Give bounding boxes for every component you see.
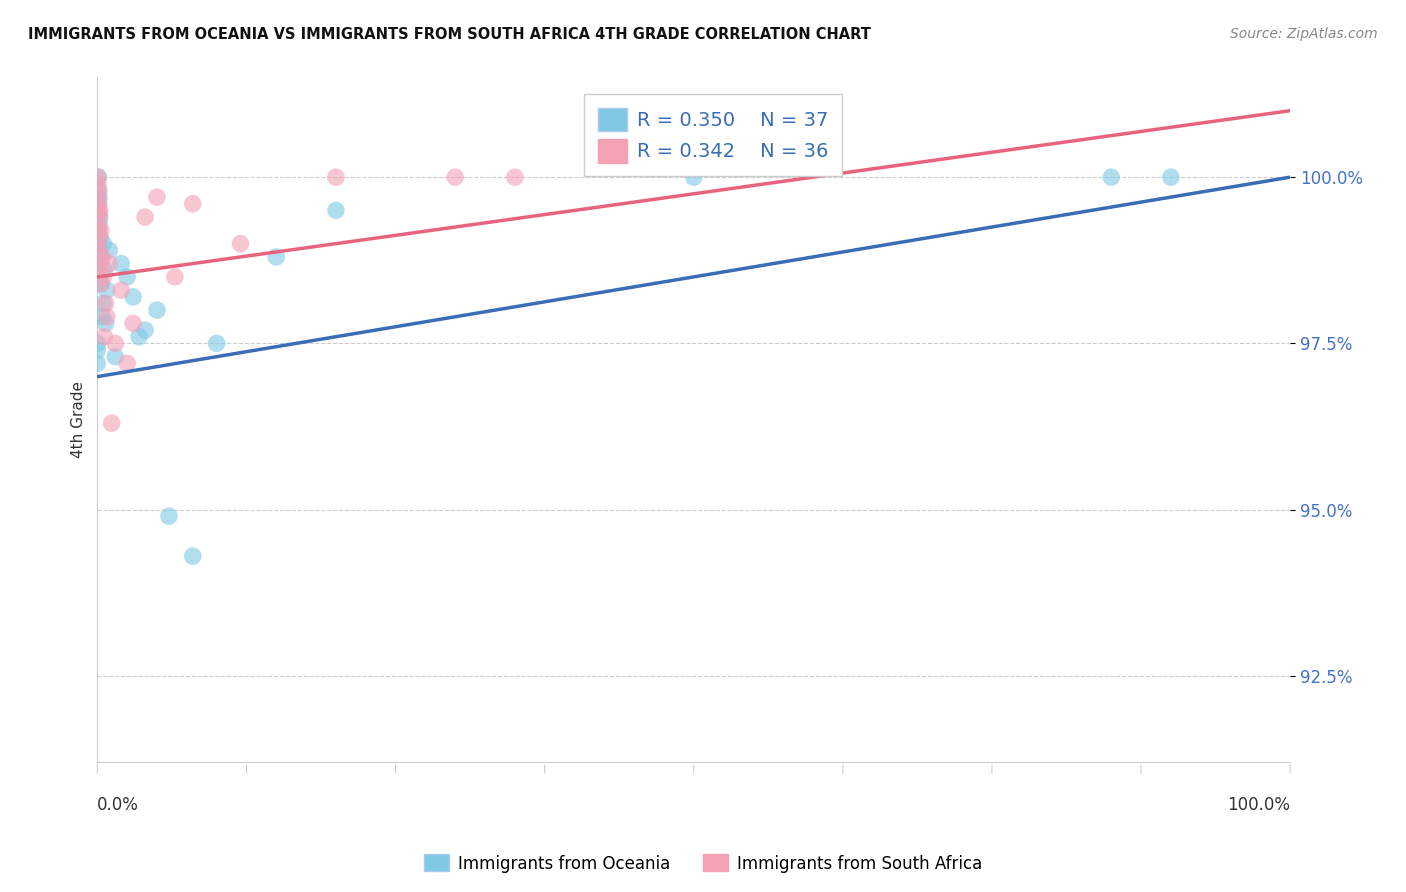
Point <box>89 230 111 244</box>
Point <box>89 244 111 258</box>
Point <box>163 269 186 284</box>
Y-axis label: 4th Grade: 4th Grade <box>72 381 86 458</box>
Point <box>86 236 108 251</box>
Point <box>89 190 111 204</box>
Point <box>128 329 150 343</box>
Point <box>94 317 117 331</box>
Point <box>87 223 110 237</box>
Point <box>87 177 110 191</box>
Point <box>110 257 132 271</box>
Point <box>503 170 526 185</box>
Point <box>87 184 110 198</box>
Point <box>96 310 118 324</box>
Point <box>91 250 114 264</box>
Point <box>89 203 111 218</box>
Text: 100.0%: 100.0% <box>1227 797 1291 814</box>
Point <box>157 509 180 524</box>
Point <box>104 336 127 351</box>
Point <box>91 236 114 251</box>
Point <box>181 196 204 211</box>
Point <box>89 230 111 244</box>
Point <box>146 303 169 318</box>
Point <box>122 290 145 304</box>
Point <box>1160 170 1182 185</box>
Point <box>98 244 121 258</box>
Point <box>91 310 114 324</box>
Point <box>90 277 112 291</box>
Point <box>325 203 347 218</box>
Point <box>115 269 138 284</box>
Point <box>93 329 115 343</box>
Point <box>96 283 118 297</box>
Point <box>90 223 112 237</box>
Point <box>91 296 114 310</box>
Point <box>87 184 110 198</box>
Point <box>86 263 108 277</box>
Point <box>87 196 110 211</box>
Point <box>93 263 115 277</box>
Point <box>87 170 110 185</box>
Point <box>104 350 127 364</box>
Point <box>89 210 111 224</box>
Point <box>86 356 108 370</box>
Point <box>205 336 228 351</box>
Point <box>1099 170 1122 185</box>
Point <box>86 343 108 357</box>
Point <box>89 210 111 224</box>
Point <box>87 203 110 218</box>
Point <box>181 549 204 563</box>
Point <box>229 236 252 251</box>
Point <box>134 210 156 224</box>
Point <box>87 203 110 218</box>
Text: IMMIGRANTS FROM OCEANIA VS IMMIGRANTS FROM SOUTH AFRICA 4TH GRADE CORRELATION CH: IMMIGRANTS FROM OCEANIA VS IMMIGRANTS FR… <box>28 27 870 42</box>
Point <box>89 257 111 271</box>
Point <box>122 317 145 331</box>
Point <box>98 257 121 271</box>
Point <box>91 269 114 284</box>
Point <box>110 283 132 297</box>
Point <box>264 250 287 264</box>
Text: 0.0%: 0.0% <box>97 797 139 814</box>
Point <box>682 170 704 185</box>
Legend: Immigrants from Oceania, Immigrants from South Africa: Immigrants from Oceania, Immigrants from… <box>418 847 988 880</box>
Point <box>87 196 110 211</box>
Legend: R = 0.350    N = 37, R = 0.342    N = 36: R = 0.350 N = 37, R = 0.342 N = 36 <box>585 94 842 177</box>
Text: Source: ZipAtlas.com: Source: ZipAtlas.com <box>1230 27 1378 41</box>
Point <box>134 323 156 337</box>
Point <box>87 223 110 237</box>
Point <box>90 250 112 264</box>
Point <box>325 170 347 185</box>
Point <box>87 190 110 204</box>
Point <box>87 170 110 185</box>
Point <box>90 277 112 291</box>
Point <box>89 217 111 231</box>
Point <box>87 236 110 251</box>
Point <box>86 336 108 351</box>
Point <box>86 217 108 231</box>
Point <box>146 190 169 204</box>
Point <box>100 416 122 430</box>
Point <box>115 356 138 370</box>
Point <box>444 170 467 185</box>
Point <box>94 296 117 310</box>
